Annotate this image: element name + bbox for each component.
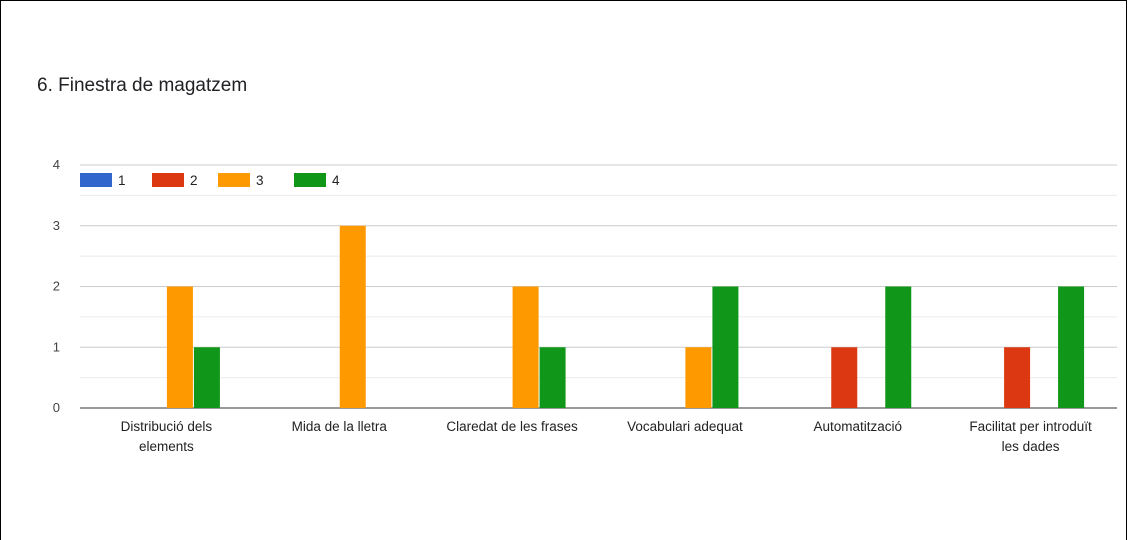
category-label: Vocabulari adequat: [627, 419, 743, 434]
category-label: elements: [139, 439, 194, 454]
bar-series-3: [339, 225, 366, 408]
bar-series-3: [512, 286, 539, 408]
category-label: Facilitat per introduït: [969, 419, 1092, 434]
bar-series-4: [539, 347, 566, 408]
bar-series-4: [885, 286, 912, 408]
category-label: Automatització: [813, 419, 902, 434]
legend-label-3: 3: [256, 173, 264, 188]
legend-swatch-4: [294, 173, 326, 187]
legend-label-4: 4: [332, 173, 340, 188]
y-axis: 0 1 2 3 4: [53, 157, 60, 415]
chart-title: 6. Finestra de magatzem: [37, 75, 248, 96]
y-tick-label: 1: [53, 339, 60, 354]
bar-series-4: [193, 347, 220, 408]
bar-series-3: [166, 286, 193, 408]
bar-series-4: [712, 286, 739, 408]
category-label: Claredat de les frases: [446, 419, 578, 434]
legend-label-2: 2: [190, 173, 198, 188]
bar-series-2: [1004, 347, 1031, 408]
bar-series-3: [685, 347, 712, 408]
category-label: les dades: [1002, 439, 1060, 454]
y-tick-label: 3: [53, 218, 60, 233]
y-tick-label: 0: [53, 400, 60, 415]
category-label: Mida de la lletra: [292, 419, 388, 434]
grid-lines: [80, 164, 1117, 409]
category-label: Distribució dels: [121, 419, 213, 434]
x-axis: Distribució dels elements Mida de la lletr…: [121, 419, 1092, 454]
legend-swatch-1: [80, 173, 112, 187]
legend-label-1: 1: [118, 173, 126, 188]
bar-series-4: [1058, 286, 1085, 408]
legend-swatch-2: [152, 173, 184, 187]
bar-series-2: [831, 347, 858, 408]
y-tick-label: 2: [53, 279, 60, 294]
legend-swatch-3: [218, 173, 250, 187]
legend: 1 2 3 4: [80, 173, 340, 188]
y-tick-label: 4: [53, 157, 60, 172]
bars: [166, 225, 1085, 408]
